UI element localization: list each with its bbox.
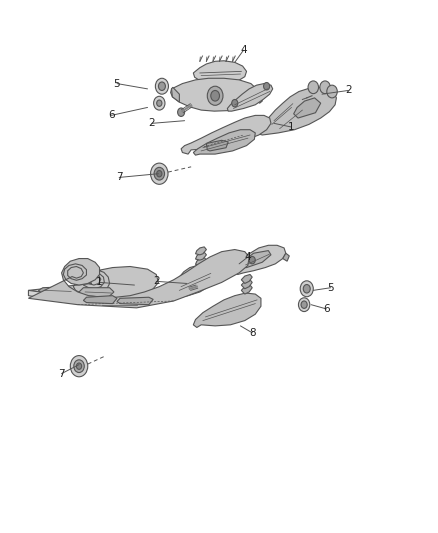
Circle shape xyxy=(300,281,313,297)
Circle shape xyxy=(154,167,164,180)
Polygon shape xyxy=(193,293,260,327)
Polygon shape xyxy=(181,115,270,154)
Circle shape xyxy=(231,100,237,107)
Polygon shape xyxy=(258,87,336,135)
Circle shape xyxy=(326,85,336,98)
Circle shape xyxy=(177,281,184,289)
Circle shape xyxy=(300,301,307,309)
Polygon shape xyxy=(293,98,320,118)
Text: 5: 5 xyxy=(113,78,120,88)
Circle shape xyxy=(158,82,165,91)
Polygon shape xyxy=(39,287,73,296)
Text: 2: 2 xyxy=(148,118,155,128)
Text: 6: 6 xyxy=(108,110,114,120)
Text: 7: 7 xyxy=(116,172,122,182)
Polygon shape xyxy=(117,297,153,305)
Polygon shape xyxy=(242,251,270,268)
Circle shape xyxy=(177,108,184,116)
Polygon shape xyxy=(282,253,289,261)
Circle shape xyxy=(307,81,318,94)
Circle shape xyxy=(311,87,322,101)
Circle shape xyxy=(298,298,309,312)
Polygon shape xyxy=(195,247,206,255)
Polygon shape xyxy=(206,140,228,151)
Polygon shape xyxy=(28,290,152,304)
Circle shape xyxy=(156,100,162,107)
Circle shape xyxy=(155,78,168,94)
Polygon shape xyxy=(254,89,261,103)
Polygon shape xyxy=(171,87,179,102)
Circle shape xyxy=(156,171,162,177)
Circle shape xyxy=(319,81,329,94)
Polygon shape xyxy=(83,296,117,304)
Polygon shape xyxy=(241,285,252,294)
Polygon shape xyxy=(79,288,114,297)
Circle shape xyxy=(150,163,168,184)
Text: 2: 2 xyxy=(152,276,159,286)
Circle shape xyxy=(207,86,223,106)
Polygon shape xyxy=(241,274,252,284)
Circle shape xyxy=(185,285,191,292)
Text: 4: 4 xyxy=(240,45,246,55)
Polygon shape xyxy=(170,78,256,111)
Polygon shape xyxy=(175,265,215,298)
Text: 1: 1 xyxy=(96,277,102,287)
Text: 1: 1 xyxy=(287,122,294,132)
Circle shape xyxy=(153,96,165,110)
Polygon shape xyxy=(195,257,206,265)
Polygon shape xyxy=(227,84,272,111)
Polygon shape xyxy=(232,245,285,274)
Circle shape xyxy=(314,91,320,98)
Text: 2: 2 xyxy=(344,85,351,95)
Polygon shape xyxy=(193,130,254,155)
Circle shape xyxy=(70,356,88,377)
Polygon shape xyxy=(241,280,252,289)
Circle shape xyxy=(210,91,219,101)
Polygon shape xyxy=(28,249,249,308)
Circle shape xyxy=(76,363,81,369)
Circle shape xyxy=(74,360,84,373)
Text: 6: 6 xyxy=(322,304,329,314)
Text: 8: 8 xyxy=(248,328,255,338)
Polygon shape xyxy=(28,266,158,298)
Polygon shape xyxy=(195,252,206,260)
Circle shape xyxy=(249,256,254,264)
Polygon shape xyxy=(193,61,246,85)
Text: 4: 4 xyxy=(244,252,251,262)
Circle shape xyxy=(303,285,310,293)
Text: 7: 7 xyxy=(58,369,65,378)
Text: 5: 5 xyxy=(327,282,333,293)
Circle shape xyxy=(263,83,269,90)
